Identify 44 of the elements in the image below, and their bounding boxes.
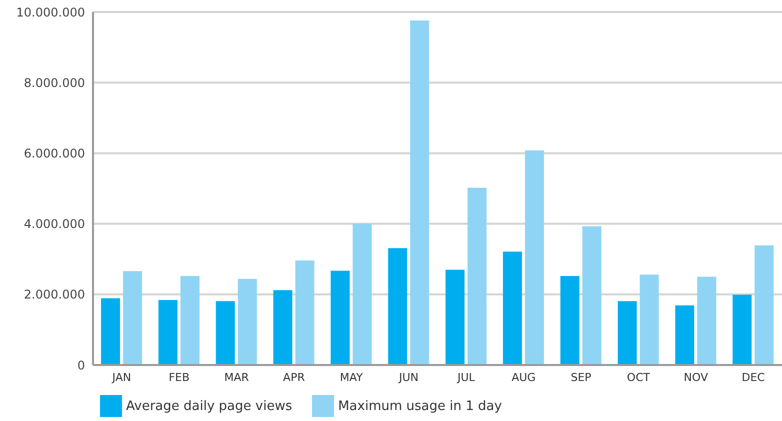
bar <box>410 20 430 365</box>
bar <box>273 290 292 365</box>
x-tick-label: JUL <box>456 370 476 384</box>
bar <box>640 274 659 365</box>
bar <box>330 270 350 365</box>
bar <box>238 278 257 365</box>
x-tick-label: OCT <box>626 370 650 384</box>
y-tick-label: 0 <box>77 358 85 372</box>
bar <box>352 224 372 365</box>
legend-label: Average daily page views <box>126 398 292 414</box>
x-tick-label: APR <box>283 370 306 384</box>
bar <box>446 270 465 365</box>
y-tick-label: 6.000.000 <box>24 146 85 160</box>
bar <box>675 305 694 365</box>
bar <box>158 300 178 365</box>
x-tick-label: MAY <box>340 370 364 384</box>
y-tick-label: 2.000.000 <box>24 288 85 302</box>
bar <box>101 298 120 365</box>
y-tick-label: 4.000.000 <box>24 217 85 232</box>
x-tick-label: JAN <box>111 370 132 384</box>
x-tick-label: FEB <box>168 370 190 384</box>
bar <box>502 252 522 365</box>
x-tick-label: SEP <box>570 370 592 384</box>
bar <box>468 188 487 365</box>
x-tick-label: NOV <box>684 370 708 384</box>
x-tick-label: DEC <box>742 370 766 384</box>
bar <box>754 245 774 365</box>
bar <box>295 260 314 365</box>
bar <box>618 301 637 365</box>
y-tick-label: 8.000.000 <box>24 76 85 90</box>
x-tick-label: JUN <box>398 370 419 384</box>
x-tick-label: MAR <box>224 370 250 384</box>
bar <box>732 294 752 365</box>
bar <box>123 271 142 365</box>
bar <box>697 276 716 365</box>
bar <box>388 248 408 365</box>
bar <box>560 276 580 365</box>
bar <box>582 226 602 365</box>
bar <box>180 276 200 365</box>
legend-label: Maximum usage in 1 day <box>338 398 502 414</box>
y-tick-label: 10.000.000 <box>16 5 85 20</box>
bar <box>216 301 235 365</box>
x-tick-label: AUG <box>512 370 536 384</box>
bar <box>524 150 544 365</box>
